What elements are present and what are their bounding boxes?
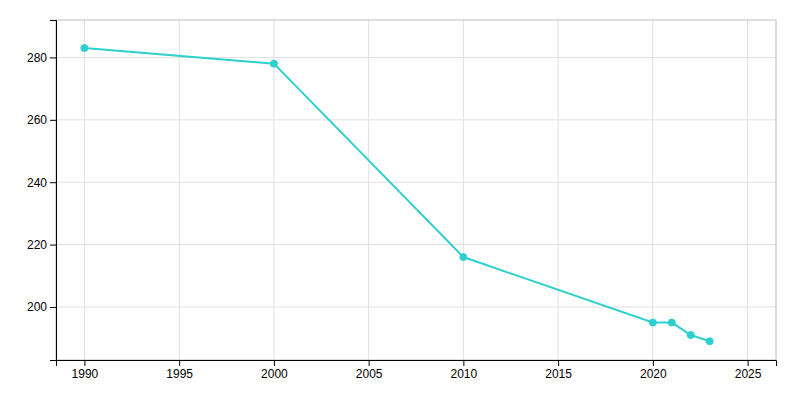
x-axis: 1990 1995 2000 2005 2010 2015 2020 2025 — [57, 360, 777, 381]
x-axis-line — [57, 361, 777, 367]
x-axis-tick-label: 2025 — [735, 367, 762, 381]
x-axis-tick-mark — [748, 360, 749, 366]
grid-line-x — [747, 20, 748, 360]
x-axis-tick-label: 1990 — [72, 367, 99, 381]
plot-frame — [56, 20, 776, 360]
grid-line-y — [56, 244, 776, 245]
x-axis-tick: 2005 — [356, 360, 383, 381]
grid-line-y — [56, 182, 776, 183]
x-axis-tick: 2020 — [640, 360, 667, 381]
x-axis-tick-label: 2005 — [356, 367, 383, 381]
x-axis-tick-mark — [274, 360, 275, 366]
x-axis-tick-mark — [463, 360, 464, 366]
y-axis-tick: 260 — [27, 113, 56, 127]
plot: 1990 1995 2000 2005 2010 2015 2020 2025 200 220 24… — [27, 20, 777, 381]
x-axis-tick-mark — [179, 360, 180, 366]
grid-line-x — [652, 20, 653, 360]
y-axis-tick-mark — [50, 182, 56, 183]
x-axis-tick: 1995 — [166, 360, 193, 381]
grid-line-y — [56, 306, 776, 307]
point — [706, 338, 713, 345]
grid-line-x — [368, 20, 369, 360]
point — [460, 254, 467, 261]
x-axis-tick-mark — [558, 360, 559, 366]
y-axis-tick-mark — [50, 120, 56, 121]
y-axis-tick-label: 280 — [27, 51, 47, 65]
point — [270, 60, 277, 67]
x-axis-tick: 2000 — [261, 360, 288, 381]
marks — [81, 45, 713, 345]
chart: 1990 1995 2000 2005 2010 2015 2020 2025 200 220 24… — [0, 0, 800, 400]
grid-line-x — [463, 20, 464, 360]
y-axis-tick-label: 200 — [27, 300, 47, 314]
y-axis-tick-label: 220 — [27, 238, 47, 252]
grid-line-x — [84, 20, 85, 360]
x-axis-tick-label: 1995 — [166, 367, 193, 381]
grid — [56, 20, 776, 360]
x-axis-tick: 2015 — [545, 360, 572, 381]
y-axis-tick-mark — [50, 245, 56, 246]
grid-line-y — [56, 119, 776, 120]
y-axis-tick-label: 260 — [27, 113, 47, 127]
x-axis-tick-label: 2015 — [545, 367, 572, 381]
grid-line-x — [273, 20, 274, 360]
y-axis-tick-label: 240 — [27, 176, 47, 190]
point — [649, 319, 656, 326]
y-axis-tick-mark — [50, 57, 56, 58]
y-axis: 200 220 240 260 280 — [27, 21, 57, 361]
y-axis-tick: 280 — [27, 51, 56, 65]
point — [668, 319, 675, 326]
point — [687, 332, 694, 339]
y-axis-line — [50, 21, 57, 361]
chart-container: 1990 1995 2000 2005 2010 2015 2020 2025 200 220 24… — [0, 0, 800, 400]
x-axis-tick-mark — [369, 360, 370, 366]
x-axis-tick-label: 2020 — [640, 367, 667, 381]
x-axis-tick-mark — [84, 360, 85, 366]
x-axis-tick-label: 2000 — [261, 367, 288, 381]
y-axis-tick: 220 — [27, 238, 56, 252]
x-axis-tick: 1990 — [72, 360, 99, 381]
y-axis-tick: 200 — [27, 300, 56, 314]
grid-line-x — [558, 20, 559, 360]
grid-line-y — [56, 57, 776, 58]
line — [84, 48, 709, 341]
x-axis-tick-label: 2010 — [451, 367, 478, 381]
y-axis-tick: 240 — [27, 176, 56, 190]
x-axis-tick-mark — [653, 360, 654, 366]
x-axis-tick: 2025 — [735, 360, 762, 381]
point — [81, 45, 88, 52]
x-axis-tick: 2010 — [451, 360, 478, 381]
grid-line-x — [179, 20, 180, 360]
y-axis-tick-mark — [50, 307, 56, 308]
